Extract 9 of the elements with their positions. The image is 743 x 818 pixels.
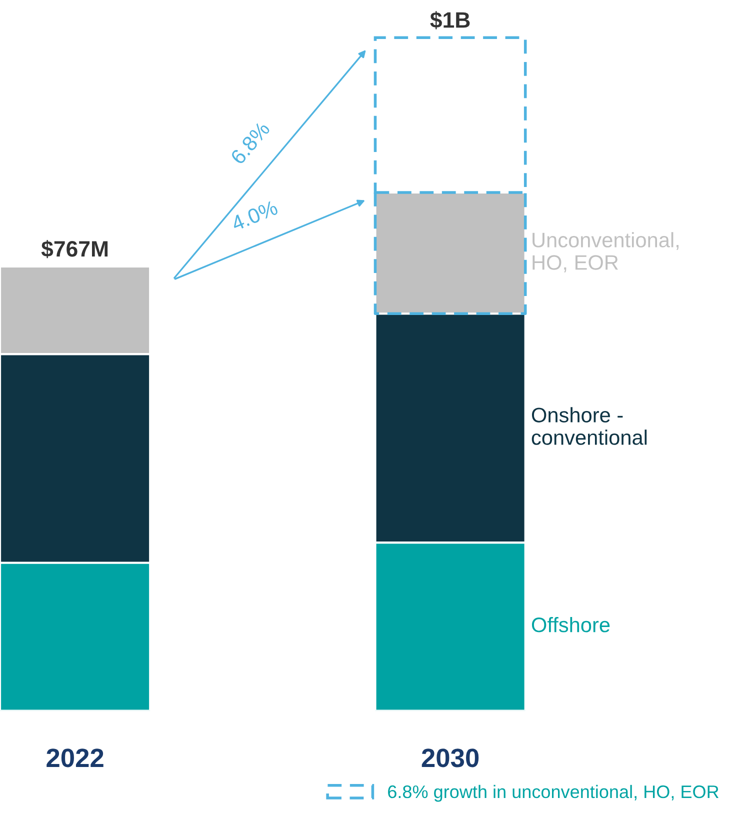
- annotation: 4.0%: [230, 200, 279, 232]
- text: $1B: [430, 11, 470, 30]
- annotation: $767M: [41, 240, 108, 258]
- x-tick-label: 2030: [422, 748, 479, 768]
- series-label: Unconventional, HO, EOR: [532, 232, 679, 272]
- legend-label: 6.8% growth in unconventional, HO, EOR: [388, 784, 718, 802]
- x-tick-label: 2022: [46, 748, 104, 768]
- series-label: Offshore: [532, 616, 610, 632]
- series-label: Onshore - conventional: [532, 407, 647, 445]
